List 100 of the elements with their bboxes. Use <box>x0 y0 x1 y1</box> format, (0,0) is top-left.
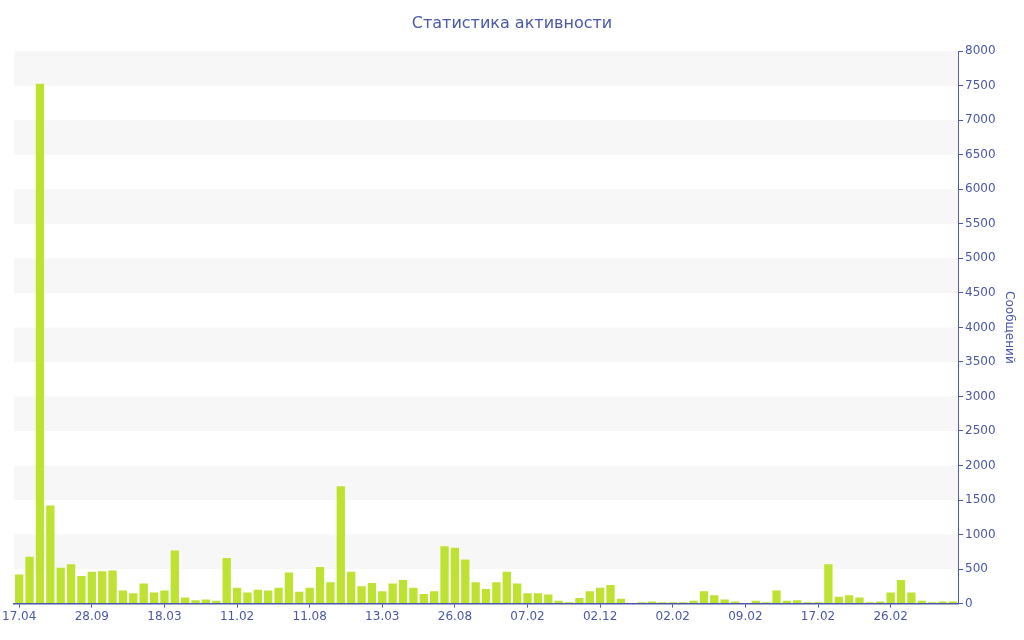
bar <box>222 558 231 604</box>
bar <box>139 583 148 604</box>
bar <box>886 592 895 604</box>
y-tick-label: 5500 <box>965 215 996 230</box>
y-tick-label: 7500 <box>965 77 996 92</box>
bar <box>35 83 45 604</box>
x-tick-label: 17.02 <box>800 608 836 623</box>
bar <box>419 593 428 604</box>
bar <box>492 582 501 604</box>
bar <box>170 550 179 604</box>
y-tick-label: 1500 <box>965 492 996 507</box>
bar <box>606 584 615 604</box>
bar <box>347 571 356 604</box>
y-tick-label: 7000 <box>965 112 996 127</box>
x-tick-label: 11.02 <box>219 608 255 623</box>
bar <box>56 567 65 604</box>
bar <box>689 600 698 604</box>
bar <box>315 567 325 604</box>
bar <box>855 597 864 604</box>
bar <box>481 589 491 604</box>
y-tick-label: 3000 <box>965 388 996 403</box>
bar <box>844 595 854 604</box>
bar <box>430 591 439 604</box>
bar <box>388 583 397 604</box>
y-tick-label: 5000 <box>965 250 996 265</box>
y-tick-label: 500 <box>965 561 988 576</box>
x-tick-label: 26.08 <box>437 608 473 623</box>
bar <box>398 580 408 604</box>
x-tick-label: 18.03 <box>147 608 182 623</box>
y-tick-label: 0 <box>965 595 973 610</box>
bar <box>87 571 96 604</box>
bar <box>357 586 366 604</box>
bar <box>461 559 470 604</box>
bar <box>274 587 283 604</box>
bar <box>440 546 449 604</box>
bar <box>533 593 543 604</box>
x-tick-label: 07.02 <box>510 608 545 623</box>
bar <box>544 594 553 604</box>
bar <box>305 587 314 604</box>
bar <box>25 556 34 604</box>
x-tick-label: 17.04 <box>2 608 37 623</box>
y-tick-label: 6000 <box>965 181 996 196</box>
x-tick-label: 11.08 <box>292 608 327 623</box>
bar <box>596 587 605 604</box>
bar <box>201 599 211 604</box>
bar <box>149 592 159 604</box>
bar <box>471 582 480 604</box>
bar <box>98 571 107 604</box>
bar <box>181 597 190 604</box>
bar <box>232 587 242 604</box>
bar <box>46 505 55 604</box>
bar <box>66 564 76 604</box>
bar <box>710 595 719 604</box>
bar <box>824 564 833 604</box>
bar <box>108 570 117 604</box>
bar <box>907 592 916 604</box>
y-tick-label: 8000 <box>965 43 996 58</box>
x-tick-label: 09.02 <box>728 608 763 623</box>
bar <box>253 589 262 604</box>
bar <box>15 574 24 604</box>
bar <box>264 590 273 604</box>
y-tick-label: 2500 <box>965 423 996 438</box>
bar <box>575 598 584 604</box>
bar <box>523 593 532 604</box>
bar <box>118 590 128 604</box>
bar <box>326 582 335 604</box>
bar <box>336 486 345 604</box>
x-tick-label: 26.02 <box>873 608 908 623</box>
bar <box>378 591 387 604</box>
bar <box>367 582 377 604</box>
y-tick-label: 6500 <box>965 146 996 161</box>
y-tick-label: 1000 <box>965 526 996 541</box>
y-tick-label: 4000 <box>965 319 996 334</box>
bar <box>284 572 294 604</box>
bar <box>450 547 460 604</box>
x-tick-label: 02.12 <box>582 608 618 623</box>
bar <box>77 575 86 604</box>
bar <box>295 591 304 604</box>
bar <box>502 571 511 604</box>
x-tick-label: 13.03 <box>365 608 400 623</box>
y-tick-label: 3500 <box>965 354 996 369</box>
bar <box>585 591 594 604</box>
x-tick-label: 02.02 <box>655 608 690 623</box>
bar <box>720 599 729 604</box>
bar <box>793 600 802 604</box>
bar <box>409 587 418 604</box>
bar <box>129 593 138 604</box>
y-axis-title: Сообщений <box>1002 291 1017 364</box>
chart-title: Статистика активности <box>411 12 613 32</box>
bar <box>160 590 169 604</box>
bar <box>513 583 522 604</box>
y-tick-label: 4500 <box>965 285 996 299</box>
bar <box>191 600 200 604</box>
x-tick-label: 28.09 <box>74 608 109 623</box>
bar <box>772 590 781 604</box>
y-tick-label: 2000 <box>965 457 996 472</box>
bar <box>243 592 252 604</box>
bar <box>896 580 906 604</box>
bar <box>834 596 843 604</box>
bar <box>699 591 709 604</box>
